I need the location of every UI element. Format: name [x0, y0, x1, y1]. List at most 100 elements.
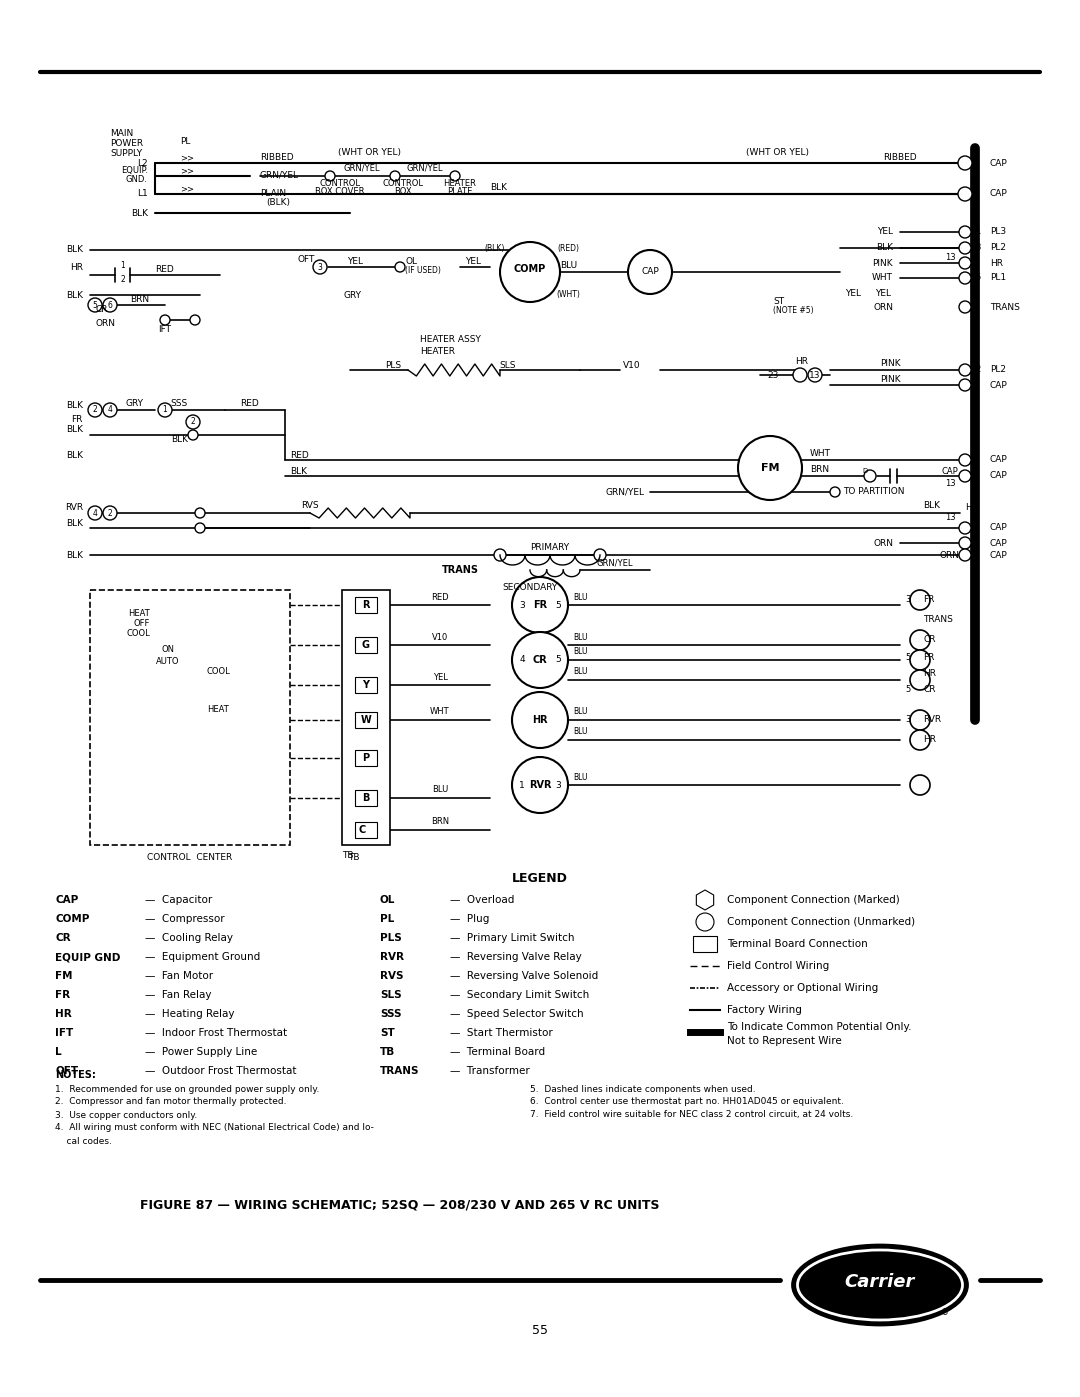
Circle shape: [325, 170, 335, 182]
Text: D: D: [862, 468, 867, 474]
Text: HR: HR: [795, 356, 808, 366]
Text: 3: 3: [318, 263, 323, 271]
Text: FR: FR: [532, 599, 548, 610]
Text: ST: ST: [380, 1028, 395, 1038]
Text: HEATER: HEATER: [444, 179, 476, 189]
Text: 3: 3: [555, 781, 561, 789]
Text: 1.  Recommended for use on grounded power supply only.: 1. Recommended for use on grounded power…: [55, 1084, 320, 1094]
Text: GRN/YEL: GRN/YEL: [606, 488, 645, 496]
Text: FIGURE 87 — WIRING SCHEMATIC; 52SQ — 208/230 V AND 265 V RC UNITS: FIGURE 87 — WIRING SCHEMATIC; 52SQ — 208…: [140, 1199, 660, 1211]
Text: Accessory or Optional Wiring: Accessory or Optional Wiring: [727, 983, 878, 993]
Circle shape: [910, 731, 930, 750]
Text: 5: 5: [93, 300, 97, 310]
Text: YEL: YEL: [433, 672, 447, 682]
Text: IFT: IFT: [159, 326, 172, 334]
Text: Component Connection (Marked): Component Connection (Marked): [727, 895, 900, 905]
Circle shape: [959, 536, 971, 549]
Circle shape: [627, 250, 672, 293]
Text: 13: 13: [809, 370, 821, 380]
Text: V10: V10: [432, 633, 448, 641]
Text: TRANS: TRANS: [923, 616, 953, 624]
Circle shape: [500, 242, 561, 302]
Text: (BLK): (BLK): [485, 243, 505, 253]
Text: BLK: BLK: [131, 208, 148, 218]
Text: CAP: CAP: [990, 538, 1008, 548]
Text: —  Capacitor: — Capacitor: [145, 895, 213, 905]
Text: PL: PL: [380, 914, 394, 923]
Text: 2: 2: [108, 509, 112, 517]
Text: COMP: COMP: [514, 264, 546, 274]
Bar: [355, 597, 377, 613]
Text: RVR: RVR: [923, 715, 941, 725]
Text: AUTO: AUTO: [157, 658, 179, 666]
Text: —  Compressor: — Compressor: [145, 914, 225, 923]
Text: PINK: PINK: [873, 258, 893, 267]
Text: MAIN: MAIN: [110, 129, 133, 137]
Text: 3: 3: [905, 715, 910, 725]
Text: PINK: PINK: [880, 374, 901, 384]
Text: ORN: ORN: [873, 538, 893, 548]
Text: CAP: CAP: [942, 467, 958, 475]
Text: PLS: PLS: [380, 933, 402, 943]
Text: HEATER ASSY: HEATER ASSY: [419, 335, 481, 345]
Text: —  Power Supply Line: — Power Supply Line: [145, 1046, 257, 1058]
Text: RIBBED: RIBBED: [883, 152, 917, 162]
Circle shape: [195, 522, 205, 534]
Text: L2: L2: [137, 158, 148, 168]
Circle shape: [160, 314, 170, 326]
Circle shape: [910, 630, 930, 650]
Text: BLU: BLU: [572, 592, 588, 602]
Text: PINK: PINK: [880, 359, 901, 369]
Text: LEGEND: LEGEND: [512, 872, 568, 884]
Text: 4.  All wiring must conform with NEC (National Electrical Code) and lo-: 4. All wiring must conform with NEC (Nat…: [55, 1123, 374, 1133]
Text: CAP: CAP: [990, 472, 1008, 481]
Circle shape: [958, 156, 972, 170]
Text: CR: CR: [55, 933, 70, 943]
Text: BLK: BLK: [66, 291, 83, 299]
Text: —  Primary Limit Switch: — Primary Limit Switch: [450, 933, 575, 943]
Text: 1: 1: [163, 405, 167, 415]
Text: RED: RED: [240, 398, 259, 408]
Text: HR: HR: [966, 503, 978, 513]
Text: YEL: YEL: [347, 257, 363, 265]
Text: BLU: BLU: [432, 785, 448, 795]
Text: 6.  Control center use thermostat part no. HH01AD045 or equivalent.: 6. Control center use thermostat part no…: [530, 1098, 843, 1106]
Circle shape: [959, 379, 971, 391]
Text: CONTROL: CONTROL: [320, 179, 361, 189]
Text: >>: >>: [180, 184, 194, 194]
Text: RED: RED: [431, 592, 449, 602]
Circle shape: [959, 300, 971, 313]
Text: BRN: BRN: [131, 295, 149, 303]
Circle shape: [158, 402, 172, 416]
Text: CAP: CAP: [990, 550, 1008, 560]
Circle shape: [959, 522, 971, 534]
Text: HR: HR: [532, 715, 548, 725]
Bar: [355, 637, 377, 652]
Text: HR: HR: [55, 1009, 71, 1018]
Ellipse shape: [797, 1250, 962, 1320]
Text: Component Connection (Unmarked): Component Connection (Unmarked): [727, 916, 915, 928]
Text: OFT: OFT: [55, 1066, 78, 1076]
Text: Terminal Board Connection: Terminal Board Connection: [727, 939, 867, 949]
Text: SSS: SSS: [170, 398, 187, 408]
Text: YEL: YEL: [875, 289, 891, 298]
Circle shape: [910, 671, 930, 690]
Circle shape: [87, 506, 102, 520]
Circle shape: [313, 260, 327, 274]
Text: GRY: GRY: [126, 398, 144, 408]
Text: GRN/YEL: GRN/YEL: [407, 163, 443, 172]
Text: 5.  Dashed lines indicate components when used.: 5. Dashed lines indicate components when…: [530, 1084, 756, 1094]
Text: CAP: CAP: [55, 895, 78, 905]
Bar: [355, 750, 377, 766]
Text: 23: 23: [767, 370, 779, 380]
Text: HEAT: HEAT: [129, 609, 150, 617]
Circle shape: [188, 430, 198, 440]
Text: (WHT): (WHT): [556, 291, 580, 299]
Text: YEL: YEL: [465, 257, 481, 265]
Text: —  Overload: — Overload: [450, 895, 514, 905]
Circle shape: [910, 710, 930, 731]
Text: (NOTE #5): (NOTE #5): [773, 306, 813, 316]
Text: To Indicate Common Potential Only.: To Indicate Common Potential Only.: [727, 1023, 912, 1032]
Text: OFF: OFF: [134, 619, 150, 627]
Text: Y: Y: [363, 680, 369, 690]
